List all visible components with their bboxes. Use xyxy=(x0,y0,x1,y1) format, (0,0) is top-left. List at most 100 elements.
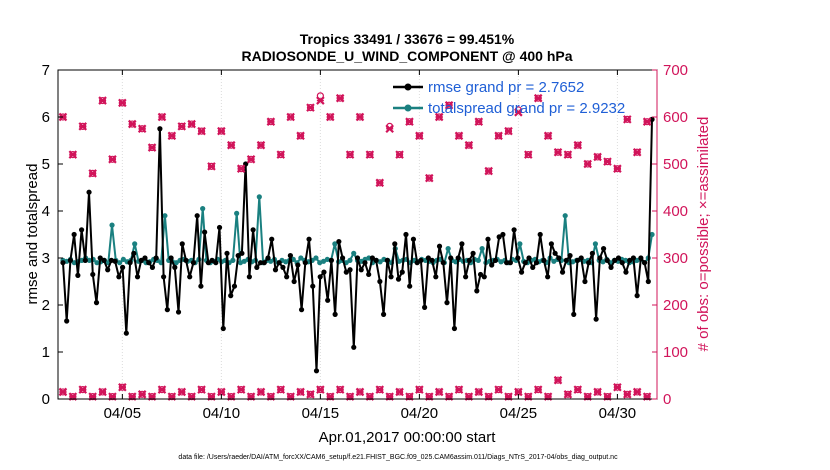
point-rmse xyxy=(526,255,532,261)
obs-assimilated-marker xyxy=(593,152,602,162)
point-rmse xyxy=(548,241,554,247)
x-tick-label: 04/10 xyxy=(203,405,241,422)
point-rmse xyxy=(257,260,264,266)
y-right-tick-label: 500 xyxy=(663,156,688,173)
point-rmse xyxy=(138,257,144,263)
point-rmse xyxy=(254,264,260,270)
obs-assimilated-marker xyxy=(603,157,612,166)
point-rmse xyxy=(228,293,234,299)
legend-rmse-label: rmse grand pr = 2.7652 xyxy=(428,79,584,96)
y-right-tick-label: 400 xyxy=(663,203,688,220)
obs-assimilated-marker xyxy=(296,131,305,141)
point-rmse xyxy=(567,253,573,259)
obs-assimilated-marker xyxy=(425,173,434,183)
point-rmse xyxy=(313,368,320,374)
point-rmse xyxy=(209,257,215,263)
point-rmse xyxy=(351,344,357,350)
point-rmse xyxy=(366,271,372,278)
obs-assimilated-marker xyxy=(405,117,414,126)
point-totalspread xyxy=(234,210,240,216)
point-rmse xyxy=(489,262,495,268)
point-totalspread xyxy=(162,213,168,219)
obs-assimilated-marker xyxy=(217,387,226,397)
obs-assimilated-marker xyxy=(613,382,622,392)
obs-assimilated-marker xyxy=(563,150,573,159)
obs-assimilated-marker xyxy=(335,385,345,394)
point-rmse xyxy=(250,227,256,233)
right-axis: 0 100 200 300 400 500 600 700 xyxy=(656,62,688,408)
legend-spread-label: totalspread grand pr = 2.9232 xyxy=(428,100,625,117)
point-rmse xyxy=(641,260,648,266)
point-rmse xyxy=(175,309,182,315)
y-axis-right-label: # of obs: o=possible; ×=assimilated xyxy=(695,117,712,352)
obs-assimilated-marker xyxy=(236,164,246,173)
point-rmse xyxy=(399,269,405,275)
obs-assimilated-marker xyxy=(504,126,513,136)
point-rmse xyxy=(239,250,245,256)
point-totalspread xyxy=(256,194,262,200)
y-right-tick-label: 100 xyxy=(663,344,688,361)
y-right-tick-label: 200 xyxy=(663,297,688,314)
point-rmse xyxy=(485,236,491,242)
point-rmse xyxy=(436,243,443,249)
point-rmse xyxy=(552,250,558,256)
point-rmse xyxy=(414,260,420,266)
obs-assimilated-marker xyxy=(415,131,424,141)
obs-assimilated-marker xyxy=(306,103,315,112)
obs-assimilated-marker xyxy=(514,108,523,117)
obs-assimilated-marker xyxy=(98,96,107,105)
point-rmse xyxy=(339,255,346,261)
point-rmse xyxy=(403,231,409,238)
point-rmse xyxy=(380,311,387,317)
point-rmse xyxy=(358,267,364,273)
point-rmse xyxy=(161,274,167,280)
obs-assimilated-marker xyxy=(583,159,592,169)
point-rmse xyxy=(67,257,74,263)
point-rmse xyxy=(429,257,435,263)
obs-assimilated-marker xyxy=(325,112,335,122)
point-totalspread xyxy=(120,256,126,263)
point-rmse xyxy=(425,255,431,261)
obs-assimilated-marker xyxy=(167,131,177,141)
point-rmse xyxy=(231,283,238,289)
y-left-tick-label: 4 xyxy=(42,203,50,220)
obs-assimilated-marker xyxy=(573,140,583,150)
obs-assimilated-marker xyxy=(355,112,365,122)
point-rmse xyxy=(265,255,271,261)
chart-title-line2: RADIOSONDE_U_WIND_COMPONENT @ 400 hPa xyxy=(241,48,572,64)
point-rmse xyxy=(369,255,376,261)
point-rmse xyxy=(537,231,543,238)
point-totalspread xyxy=(347,257,353,263)
point-rmse xyxy=(615,255,622,261)
point-rmse xyxy=(410,236,417,242)
point-totalspread xyxy=(366,255,372,261)
x-tick-label: 04/30 xyxy=(599,405,637,422)
point-rmse xyxy=(317,274,323,280)
point-rmse xyxy=(213,260,219,266)
point-rmse xyxy=(395,276,402,282)
point-totalspread xyxy=(377,259,383,265)
point-rmse xyxy=(362,260,368,266)
point-totalspread xyxy=(445,246,451,252)
obs-assimilated-marker xyxy=(444,100,454,110)
point-rmse xyxy=(205,260,211,266)
point-rmse xyxy=(220,325,226,332)
point-rmse xyxy=(649,116,655,122)
point-rmse xyxy=(563,257,569,263)
point-rmse xyxy=(134,274,141,280)
point-rmse xyxy=(559,269,566,275)
series-lines xyxy=(60,116,655,374)
point-rmse xyxy=(522,260,528,266)
obs-assimilated-marker xyxy=(68,150,78,159)
obs-assimilated-marker xyxy=(286,112,295,122)
point-rmse xyxy=(459,241,465,247)
y-right-tick-label: 600 xyxy=(663,109,688,126)
obs-assimilated-marker xyxy=(207,162,216,171)
obs-assimilated-marker xyxy=(276,385,286,394)
point-rmse xyxy=(593,316,599,322)
obs-assimilated-marker xyxy=(316,96,325,105)
point-rmse xyxy=(455,255,461,261)
point-rmse xyxy=(634,293,640,299)
x-tick-label: 04/15 xyxy=(302,405,340,422)
obs-assimilated-marker xyxy=(553,147,563,157)
